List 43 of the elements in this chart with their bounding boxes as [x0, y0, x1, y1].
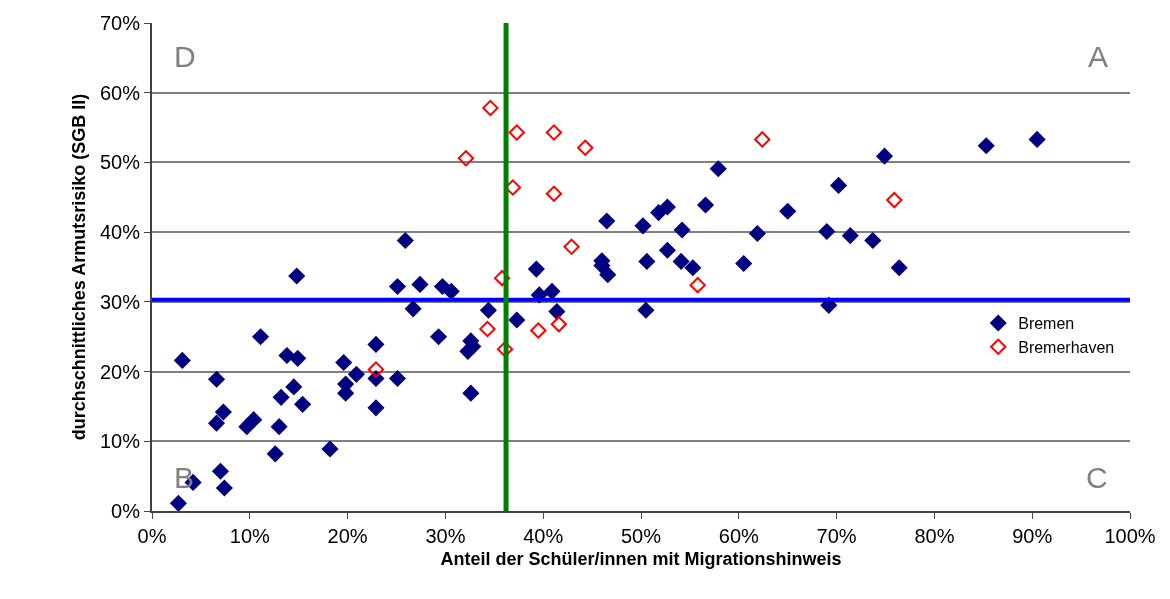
- point: [545, 124, 563, 141]
- x-tick-label: 30%: [425, 525, 466, 547]
- x-tick-label: 100%: [1104, 525, 1156, 547]
- point: [689, 276, 706, 294]
- point: [550, 316, 567, 333]
- annotation: A: [1088, 40, 1109, 73]
- annotation: C: [1086, 461, 1108, 494]
- y-tick-label: 50%: [99, 151, 141, 174]
- x-tick-label: 20%: [327, 525, 368, 547]
- x-tick-label: 80%: [914, 525, 955, 547]
- x-tick-label: 90%: [1012, 525, 1053, 547]
- point: [530, 322, 547, 339]
- y-tick-label: 70%: [99, 12, 141, 34]
- point: [479, 320, 496, 338]
- x-axis-title: Anteil der Schüler/innen mit Migrationshinweis: [440, 548, 842, 569]
- y-tick-label: 60%: [99, 81, 141, 104]
- point: [482, 99, 499, 117]
- point: [493, 270, 511, 287]
- point: [496, 341, 514, 358]
- y-tick-label: 0%: [111, 500, 141, 522]
- point: [367, 361, 385, 378]
- y-tick-label: 10%: [99, 430, 141, 453]
- point: [457, 150, 475, 167]
- y-tick-label: 20%: [99, 360, 141, 383]
- point: [754, 131, 771, 148]
- x-tick-label: 50%: [620, 525, 662, 547]
- x-tick-label: 40%: [523, 525, 564, 547]
- x-tick-label: 60%: [718, 525, 760, 547]
- x-tick-label: 10%: [229, 525, 271, 547]
- legend-label: Bremen: [1018, 315, 1075, 333]
- point: [545, 185, 563, 202]
- y-tick-label: 40%: [99, 221, 141, 244]
- annotation: B: [174, 461, 195, 494]
- point: [563, 238, 580, 255]
- x-tick-label: 0%: [137, 525, 167, 547]
- x-tick-label: 70%: [816, 525, 857, 547]
- legend-label: Bremerhaven: [1018, 338, 1115, 356]
- annotation: D: [174, 40, 196, 73]
- y-axis-title: durchschnittliches Armutsrisiko (SGB II): [68, 93, 89, 441]
- point: [508, 124, 525, 141]
- y-tick-label: 30%: [99, 290, 141, 313]
- point: [577, 139, 594, 156]
- point: [886, 191, 903, 209]
